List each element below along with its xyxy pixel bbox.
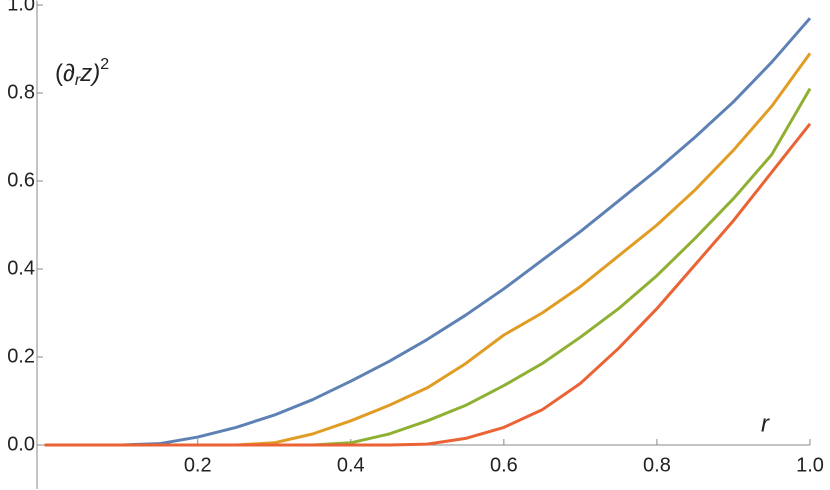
x-tick-label: 0.4 (337, 454, 365, 476)
y-tick-label: 0.4 (7, 257, 35, 279)
x-axis-label: r (761, 410, 770, 437)
line-series (44, 17, 812, 447)
line-series (44, 122, 812, 447)
y-label-sub: r (75, 72, 81, 89)
y-tick-label: 0.2 (7, 345, 35, 367)
y-tick-label: 0.6 (7, 169, 35, 191)
y-label-part: (∂ (55, 60, 75, 87)
y-tick-label: 0.8 (7, 81, 35, 103)
y-tick-label: 1.0 (7, 0, 35, 15)
line-series (44, 52, 812, 447)
y-tick-label: 0.0 (7, 433, 35, 455)
x-tick-label: 0.8 (643, 454, 671, 476)
x-tick-label: 0.2 (184, 454, 212, 476)
x-tick-label: 1.0 (796, 454, 824, 476)
y-label-part: z) (79, 60, 100, 87)
x-tick-label: 0.6 (490, 454, 518, 476)
y-axis-label: (∂rz)2 (55, 56, 109, 89)
y-label-sup: 2 (100, 56, 109, 73)
